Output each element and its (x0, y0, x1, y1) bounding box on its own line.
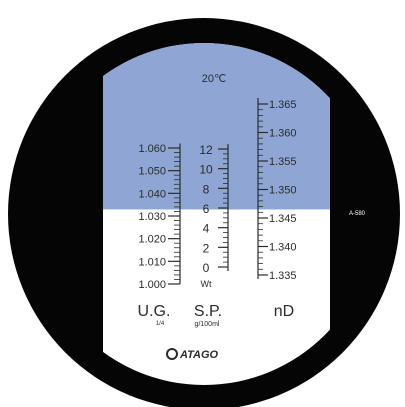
sp-tick-label: 12 (199, 143, 213, 157)
brand-name: ATAGO (179, 349, 219, 361)
sp-scale-subtitle: g/100ml (195, 321, 220, 328)
nd-tick-label: 1.350 (269, 185, 297, 197)
ug-tick-label: 1.010 (138, 256, 166, 268)
nd-tick-label: 1.345 (269, 213, 297, 225)
ug-tick-label: 1.040 (138, 188, 166, 200)
ug-tick-label: 1.030 (138, 211, 166, 223)
nd-scale-title: nD (274, 303, 294, 320)
nd-tick-label: 1.365 (269, 99, 297, 111)
sp-tick-label: 10 (199, 163, 213, 177)
nd-scale: 1.365 1.360 1.355 1.350 1.345 1.340 1.335 (257, 98, 297, 282)
brand-logo: ATAGO (166, 348, 219, 361)
ug-tick-label: 1.020 (138, 234, 166, 246)
nd-tick-label: 1.335 (269, 270, 297, 282)
ug-scale-subtitle: 1/4 (156, 321, 165, 327)
sp-scale-title: S.P. (194, 303, 222, 320)
viewing-field (103, 43, 330, 385)
nd-tick-label: 1.360 (269, 128, 297, 140)
ug-tick-label: 1.060 (138, 143, 166, 155)
nd-tick-label: 1.340 (269, 242, 297, 254)
model-label: A-580 (349, 211, 366, 217)
sp-tick-label: 4 (203, 222, 210, 236)
sp-tick-label: 6 (203, 202, 210, 216)
shadow-field (103, 43, 330, 210)
sp-tick-label: 0 (203, 261, 210, 275)
sp-scale: 12 10 8 6 4 2 0 Wt (199, 143, 229, 289)
sp-water-label: Wt (201, 279, 212, 289)
ug-scale-title: U.G. (138, 303, 171, 320)
temperature-label: 20℃ (202, 73, 227, 85)
nd-tick-label: 1.355 (269, 156, 297, 168)
sp-tick-label: 8 (203, 182, 210, 196)
ug-tick-label: 1.050 (138, 166, 166, 178)
sp-tick-label: 2 (203, 241, 210, 255)
ug-tick-label: 1.000 (138, 279, 166, 291)
ug-scale: 1.060 1.050 1.040 1.030 1.020 1.010 1.000 (138, 143, 181, 291)
